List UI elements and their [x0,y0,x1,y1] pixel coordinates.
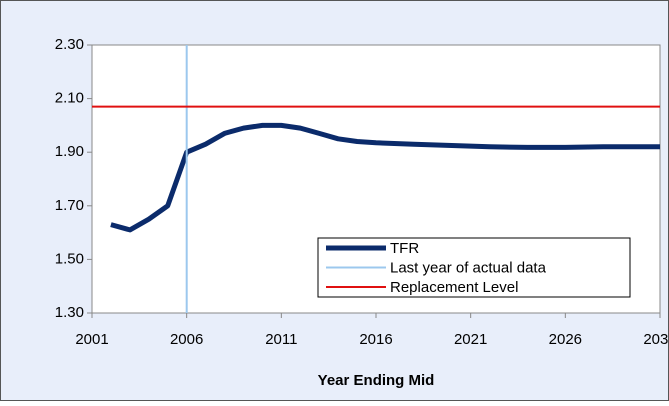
legend-label: Replacement Level [390,279,518,296]
x-tick-label: 2021 [454,331,487,348]
y-tick-label: 2.30 [55,36,84,53]
x-tick-label: 2011 [265,331,297,348]
y-tick-label: 1.70 [55,197,84,214]
y-tick-label: 2.10 [55,90,84,107]
legend-label: TFR [390,240,419,257]
legend-label: Last year of actual data [390,259,547,276]
x-tick-label: 2016 [359,331,392,348]
y-tick-label: 1.90 [55,143,84,160]
y-tick-label: 1.30 [55,304,84,321]
x-tick-label: 2001 [75,331,108,348]
series-line [110,122,660,233]
x-tick-label: 2006 [170,331,203,348]
x-tick-label: 2026 [549,331,582,348]
x-axis-title: Year Ending Mid [318,372,435,389]
y-tick-label: 1.50 [55,250,84,267]
x-tick-label: 2031 [643,331,669,348]
